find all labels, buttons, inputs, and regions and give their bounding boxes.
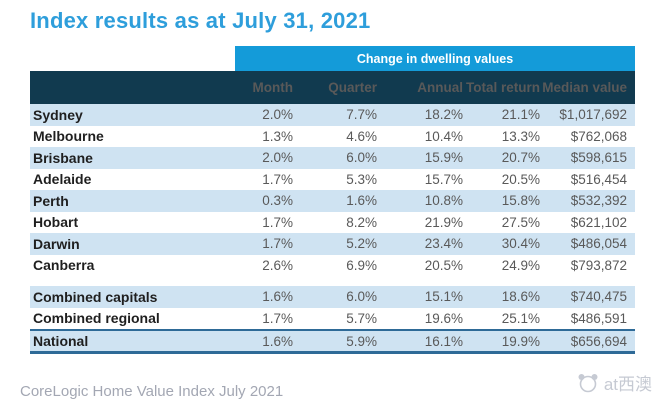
row-label: Combined regional: [33, 310, 160, 327]
annual-value: 15.1%: [424, 289, 463, 305]
table-row: National 1.6% 5.9% 16.1% 19.9% $656,694: [30, 329, 635, 354]
median-value: $740,475: [570, 289, 627, 305]
table-header-row: Month Quarter Annual Total return Median…: [30, 71, 635, 104]
total-return-value: 19.9%: [501, 333, 540, 349]
column-header-month: Month: [252, 80, 293, 95]
median-value: $793,872: [570, 257, 627, 273]
table-row: Hobart 1.7% 8.2% 21.9% 27.5% $621,102: [30, 211, 635, 233]
median-value: $621,102: [570, 214, 627, 230]
quarter-value: 5.7%: [346, 310, 377, 326]
month-value: 1.7%: [262, 214, 293, 230]
total-return-value: 18.6%: [501, 289, 540, 305]
total-return-value: 27.5%: [501, 214, 540, 230]
watermark-text: at西澳: [603, 375, 652, 394]
row-label: Sydney: [33, 106, 83, 123]
column-header-total-return: Total return: [466, 80, 540, 95]
quarter-value: 6.9%: [346, 257, 377, 273]
total-return-value: 24.9%: [501, 257, 540, 273]
month-value: 1.7%: [262, 310, 293, 326]
median-value: $598,615: [570, 150, 627, 166]
month-value: 2.6%: [262, 257, 293, 273]
group-header-row: Change in dwelling values: [30, 46, 635, 71]
month-value: 1.7%: [262, 171, 293, 187]
quarter-value: 5.2%: [346, 236, 377, 252]
annual-value: 10.8%: [424, 193, 463, 209]
annual-value: 16.1%: [424, 333, 463, 349]
column-header-quarter: Quarter: [328, 80, 377, 95]
column-header-median-value: Median value: [542, 80, 627, 95]
quarter-value: 5.9%: [346, 333, 377, 349]
table-row: Sydney 2.0% 7.7% 18.2% 21.1% $1,017,692: [30, 104, 635, 126]
row-label: Canberra: [33, 257, 95, 274]
row-label: Hobart: [33, 214, 79, 231]
row-label: Adelaide: [33, 171, 92, 188]
annual-value: 23.4%: [424, 236, 463, 252]
median-value: $516,454: [570, 171, 627, 187]
row-label: Melbourne: [33, 128, 104, 145]
group-header-spacer: [30, 46, 235, 71]
row-label: Darwin: [33, 235, 80, 252]
column-header-annual: Annual: [417, 80, 463, 95]
watermark: at西澳: [577, 370, 652, 395]
total-return-value: 21.1%: [501, 107, 540, 123]
quarter-value: 6.0%: [346, 150, 377, 166]
month-value: 1.6%: [262, 333, 293, 349]
quarter-value: 6.0%: [346, 289, 377, 305]
annual-value: 18.2%: [424, 107, 463, 123]
table-row: Combined regional 1.7% 5.7% 19.6% 25.1% …: [30, 307, 635, 329]
table-section-gap: [30, 276, 635, 286]
table-row: Darwin 1.7% 5.2% 23.4% 30.4% $486,054: [30, 233, 635, 255]
quarter-value: 5.3%: [346, 171, 377, 187]
annual-value: 19.6%: [424, 310, 463, 326]
annual-value: 15.9%: [424, 150, 463, 166]
month-value: 2.0%: [262, 150, 293, 166]
total-return-value: 15.8%: [501, 193, 540, 209]
quarter-value: 4.6%: [346, 128, 377, 144]
row-label: Perth: [33, 192, 69, 209]
page-title: Index results as at July 31, 2021: [30, 8, 371, 33]
median-value: $656,694: [570, 333, 627, 349]
table-row: Combined capitals 1.6% 6.0% 15.1% 18.6% …: [30, 286, 635, 308]
total-return-value: 30.4%: [501, 236, 540, 252]
month-value: 1.7%: [262, 236, 293, 252]
annual-value: 20.5%: [424, 257, 463, 273]
quarter-value: 7.7%: [346, 107, 377, 123]
month-value: 1.3%: [262, 128, 293, 144]
month-value: 2.0%: [262, 107, 293, 123]
median-value: $532,392: [570, 193, 627, 209]
annual-value: 15.7%: [424, 171, 463, 187]
row-label: Combined capitals: [33, 288, 158, 305]
total-return-value: 25.1%: [501, 310, 540, 326]
median-value: $762,068: [570, 128, 627, 144]
quarter-value: 1.6%: [346, 193, 377, 209]
table-row: Brisbane 2.0% 6.0% 15.9% 20.7% $598,615: [30, 147, 635, 169]
month-value: 1.6%: [262, 289, 293, 305]
median-value: $486,591: [570, 310, 627, 326]
annual-value: 10.4%: [424, 128, 463, 144]
group-header: Change in dwelling values: [235, 46, 635, 71]
row-label: National: [33, 333, 89, 349]
median-value: $486,054: [570, 236, 627, 252]
table-row: Canberra 2.6% 6.9% 20.5% 24.9% $793,872: [30, 254, 635, 276]
annual-value: 21.9%: [424, 214, 463, 230]
total-return-value: 20.7%: [501, 150, 540, 166]
month-value: 0.3%: [262, 193, 293, 209]
table-row: Adelaide 1.7% 5.3% 15.7% 20.5% $516,454: [30, 168, 635, 190]
watermark-logo-icon: [577, 371, 599, 395]
total-return-value: 20.5%: [501, 171, 540, 187]
table-row: Perth 0.3% 1.6% 10.8% 15.8% $532,392: [30, 190, 635, 212]
source-note: CoreLogic Home Value Index July 2021: [20, 383, 284, 400]
row-label: Brisbane: [33, 149, 93, 166]
total-return-value: 13.3%: [501, 128, 540, 144]
quarter-value: 8.2%: [346, 214, 377, 230]
index-results-table: Change in dwelling values Month Quarter …: [30, 46, 635, 354]
table-row: Melbourne 1.3% 4.6% 10.4% 13.3% $762,068: [30, 125, 635, 147]
median-value: $1,017,692: [559, 107, 627, 123]
